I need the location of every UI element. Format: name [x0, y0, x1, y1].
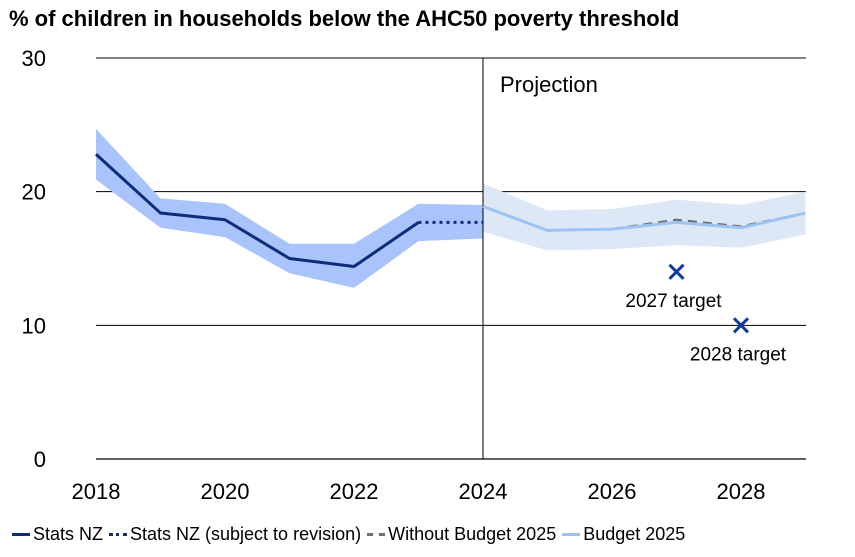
legend-item-stats-nz: Stats NZ	[12, 524, 103, 545]
y-tick-label-30: 30	[22, 46, 46, 71]
legend-label: Stats NZ	[33, 523, 104, 544]
band-stats-nz-uncertainty	[96, 128, 483, 288]
target-marker-2027	[668, 263, 685, 280]
legend-swatch	[12, 532, 30, 536]
legend-label: Budget 2025	[583, 523, 686, 544]
y-tick-label-10: 10	[22, 313, 46, 338]
target-marker-2028	[732, 317, 750, 334]
x-tick-label-2020: 2020	[201, 479, 250, 504]
target-label-2027: 2027 target	[625, 291, 722, 312]
legend-item-stats-nz-subject-to-revision: Stats NZ (subject to revision)	[109, 524, 361, 545]
legend-swatch	[367, 532, 386, 536]
legend-swatch	[562, 532, 581, 536]
legend-swatch	[109, 532, 128, 536]
chart-title: % of children in households below the AH…	[9, 6, 680, 31]
projection-label: Projection	[500, 72, 598, 97]
y-tick-label-0: 0	[34, 447, 46, 472]
y-tick-label-20: 20	[22, 180, 46, 205]
legend-label: Without Budget 2025	[388, 523, 557, 544]
x-tick-label-2024: 2024	[459, 479, 508, 504]
series-stats-nz	[94, 153, 420, 269]
chart-legend: Stats NZ Stats NZ (subject to revision) Wi…	[12, 520, 691, 548]
chart-plot-area: 0 10 20 30 2018 2020 2022 2024 2026 2028 Projectio…	[22, 46, 806, 504]
legend-item-without-budget-2025: Without Budget 2025	[367, 524, 556, 545]
x-tick-label-2028: 2028	[717, 479, 766, 504]
series-budget-2025	[482, 204, 806, 232]
legend-item-budget-2025: Budget 2025	[562, 524, 685, 545]
target-label-2028: 2028 target	[690, 344, 787, 365]
band-budget-2025-uncertainty	[483, 183, 806, 251]
x-tick-label-2026: 2026	[588, 479, 637, 504]
x-tick-label-2022: 2022	[330, 479, 379, 504]
legend-label: Stats NZ (subject to revision)	[130, 523, 362, 544]
x-tick-label-2018: 2018	[72, 479, 121, 504]
